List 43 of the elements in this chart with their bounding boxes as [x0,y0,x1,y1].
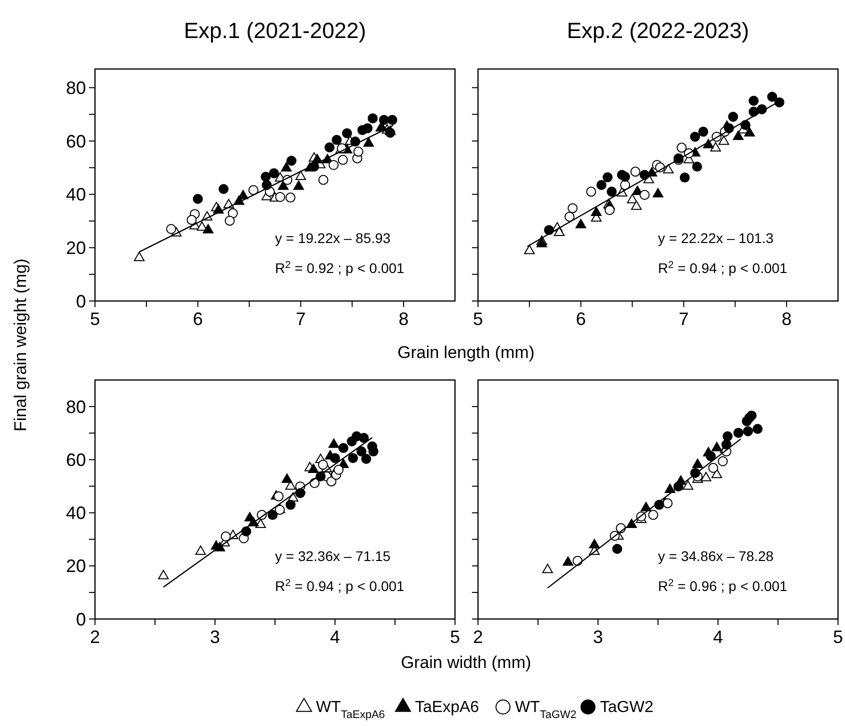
y-tick-label: 80 [66,78,86,98]
x-tick-label: 6 [192,309,203,329]
y-tick-label: 20 [66,238,86,258]
x-tick-label: 2 [90,627,100,647]
annotation: R$^{2}$ = 0.92 ; p < 0.001 [275,260,405,276]
y-tick-label: 0 [76,609,86,630]
x-tick-label: 8 [398,309,409,329]
x-tick-label: 3 [210,627,220,647]
x-axis-title: Grain length (mm) [398,343,534,362]
annotation: R$^{2}$ = 0.94 ; p < 0.001 [658,260,788,276]
x-tick-label: 4 [712,627,724,647]
legend-label: WT$_{TaExpA6}$ [316,699,385,721]
legend-label: TaExpA6 [415,699,480,716]
annotation: y = 34.86x – 78.28 [658,548,774,564]
chart-title: Exp.1 (2021-2022) [184,18,366,43]
x-tick-label: 5 [832,627,844,647]
annotation: R$^{2}$ = 0.96 ; p < 0.001 [658,578,788,594]
annotation: R$^{2}$ = 0.94 ; p < 0.001 [275,578,405,594]
y-tick-label: 60 [66,450,86,470]
x-tick-label: 5 [472,309,484,329]
y-tick-label: 40 [66,184,86,205]
y-tick-label: 40 [66,503,86,524]
x-axis-title: Grain width (mm) [400,653,532,672]
x-tick-label: 5 [90,309,100,329]
y-axis-title: Final grain weight (mg) [11,258,30,432]
x-tick-label: 4 [330,627,340,647]
x-tick-label: 3 [592,627,604,647]
annotation: y = 19.22x – 85.93 [275,230,391,246]
x-tick-label: 7 [678,309,689,329]
annotation: y = 32.36x – 71.15 [275,548,391,564]
x-tick-label: 5 [450,627,460,647]
legend-label: TaGW2 [600,699,654,716]
y-tick-label: 20 [66,556,86,576]
x-tick-label: 8 [782,309,792,329]
chart-title: Exp.2 (2022-2023) [566,18,750,43]
y-tick-label: 60 [66,131,86,152]
legend-label: WT$_{TaGW2}$ [515,699,577,721]
x-tick-label: 7 [296,309,306,329]
x-tick-label: 6 [576,309,586,329]
y-tick-label: 0 [76,291,86,312]
y-tick-label: 80 [66,396,86,417]
annotation: y = 22.22x – 101.3 [658,230,774,246]
x-tick-label: 2 [472,627,484,647]
